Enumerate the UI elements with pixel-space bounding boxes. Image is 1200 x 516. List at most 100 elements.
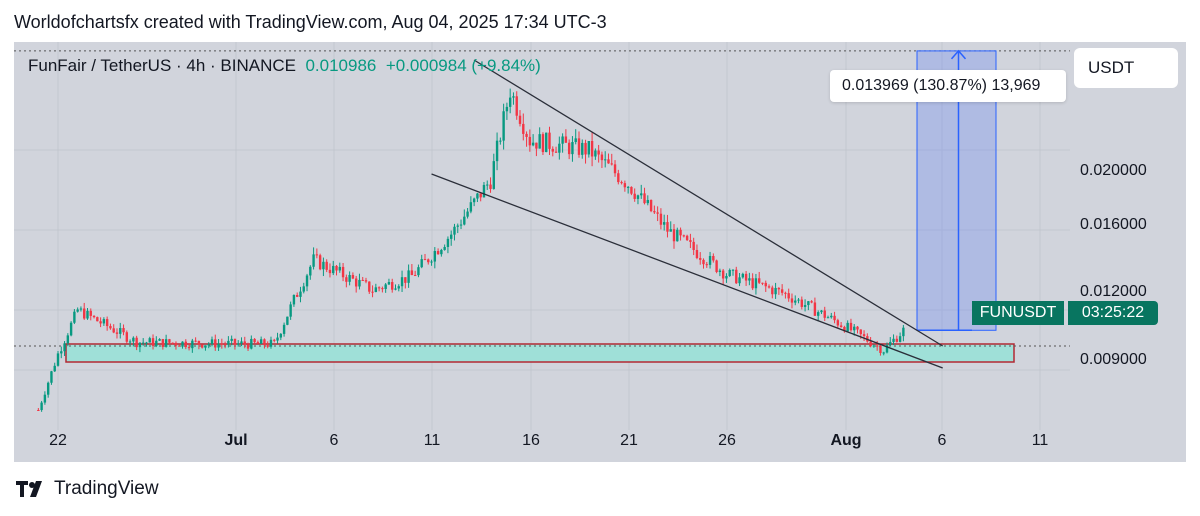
candle-body (338, 266, 341, 271)
candle-body (279, 333, 283, 338)
brand-name: TradingView (54, 478, 159, 499)
candle-body (436, 251, 440, 255)
candle-body (518, 115, 522, 124)
candle-body (695, 249, 699, 259)
candle-body (574, 138, 577, 143)
candle-body (839, 325, 843, 327)
candle-body (790, 298, 794, 303)
candle-body (833, 315, 836, 321)
candle-body (882, 352, 885, 354)
candle-body (479, 193, 482, 198)
candle-body (345, 277, 348, 282)
candle-body (512, 96, 515, 98)
candle-body (472, 198, 476, 203)
candle-body (892, 338, 895, 342)
candle-body (718, 270, 722, 272)
candle-body (820, 310, 823, 313)
candle-body (364, 280, 368, 282)
candle-body (112, 328, 115, 333)
candle-body (335, 265, 338, 271)
candle-body (692, 241, 695, 250)
candle-body (476, 193, 479, 199)
candle-body (545, 132, 548, 153)
candle-body (816, 312, 820, 316)
candle-body (875, 345, 879, 347)
candle-body (699, 258, 702, 260)
candle-body (119, 328, 122, 334)
trendline-lower (431, 173, 943, 369)
candle-body (155, 340, 158, 346)
x-tick-label: Aug (830, 432, 862, 449)
candle-body (741, 273, 745, 278)
currency-button[interactable]: USDT (1074, 48, 1178, 88)
candle-body (230, 338, 233, 341)
candle-body (826, 317, 830, 319)
candle-body (371, 291, 374, 293)
projection-arrowhead (950, 49, 967, 60)
candle-body (315, 254, 319, 256)
candle-body (600, 154, 604, 161)
candle-body (240, 341, 243, 344)
candle-body (223, 344, 227, 346)
candle-body (623, 183, 627, 188)
candle-body (823, 310, 826, 318)
candle-body (604, 159, 607, 161)
candle-body (656, 212, 659, 214)
candle-body (237, 343, 240, 345)
x-tick-label: 6 (937, 432, 947, 449)
candle-body (181, 341, 184, 347)
candle-body (194, 340, 197, 342)
candle-body (276, 337, 279, 341)
candle-body (174, 342, 178, 346)
candle-body (96, 317, 99, 322)
candle-body (132, 337, 135, 342)
candle-body (410, 270, 414, 276)
candle-body (508, 97, 512, 107)
chart-area[interactable]: FunFair / TetherUS · 4h · BINANCE 0.0109… (14, 42, 1186, 462)
y-tick-label: 0.012000 (1080, 283, 1147, 300)
candle-body (728, 269, 731, 276)
candle-body (243, 341, 246, 345)
candle-body (420, 259, 423, 268)
x-tick-label: 6 (329, 432, 339, 449)
candle-body (433, 251, 437, 262)
candle-body (489, 184, 492, 189)
x-tick-label: 16 (522, 432, 540, 449)
candle-body (191, 340, 194, 349)
candle-body (328, 269, 332, 274)
candle-body (862, 334, 866, 337)
candle-body (715, 260, 718, 272)
candle-body (889, 341, 892, 346)
candle-body (135, 337, 138, 348)
candle-body (384, 284, 387, 290)
candle-body (164, 339, 168, 347)
candle-body (830, 315, 833, 318)
candle-body (145, 342, 148, 344)
candle-body (541, 134, 545, 153)
candle-body (633, 193, 636, 199)
candle-body (227, 340, 230, 345)
last-price: 0.010986 (305, 56, 377, 75)
candle-body (492, 161, 495, 189)
candle-body (381, 288, 384, 290)
candle-body (810, 301, 813, 303)
symbol-name: FunFair / TetherUS · 4h · BINANCE (28, 56, 296, 75)
candle-body (708, 255, 712, 265)
candle-body (761, 282, 764, 284)
candle-body (102, 319, 106, 324)
candle-body (332, 265, 335, 274)
candle-body (440, 249, 443, 255)
x-tick-label: 22 (49, 432, 67, 449)
candle-body (846, 322, 849, 332)
candle-body (679, 229, 682, 236)
candle-body (400, 277, 404, 287)
candle-body (584, 142, 587, 155)
price-plot[interactable] (14, 42, 1070, 430)
candle-body (318, 255, 322, 270)
candle-body (515, 96, 518, 116)
x-tick-label: 11 (423, 432, 441, 449)
candle-body (161, 339, 165, 347)
footer: TradingView (16, 478, 159, 500)
candle-body (843, 326, 846, 332)
candle-body (187, 347, 191, 349)
